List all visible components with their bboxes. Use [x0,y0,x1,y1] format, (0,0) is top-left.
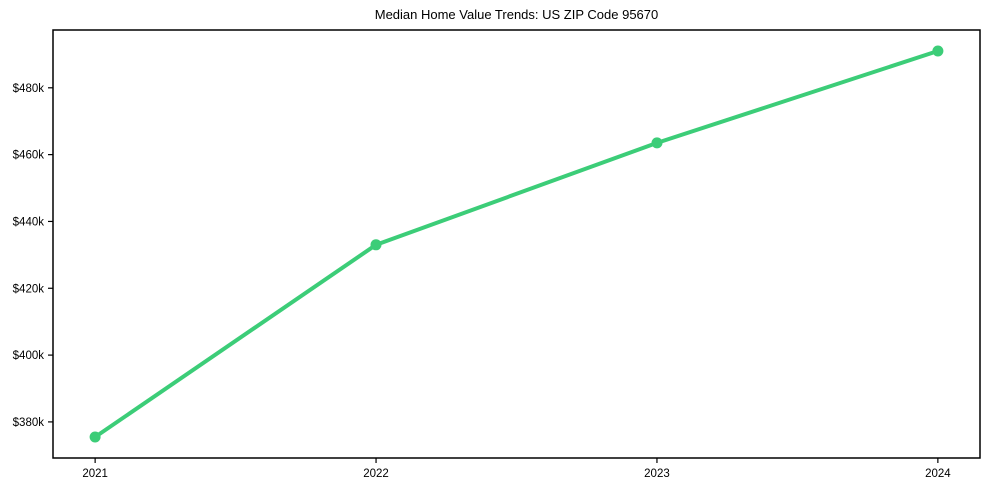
x-tick-label: 2024 [925,468,951,480]
data-point-marker [370,239,382,251]
y-tick-label: $400k [13,350,45,362]
y-tick-label: $380k [13,417,45,429]
y-tick-label: $420k [13,283,45,295]
x-tick-label: 2023 [644,468,670,480]
data-point-marker [89,431,101,443]
x-tick-label: 2022 [363,468,389,480]
plot-border [52,29,981,459]
data-point-marker [932,45,944,57]
plot-area-background [53,30,980,458]
y-tick-label: $440k [13,216,45,228]
chart-title: Median Home Value Trends: US ZIP Code 95… [374,7,659,22]
y-tick-label: $460k [13,150,45,162]
trend-line [93,49,940,439]
y-tick-label: $480k [13,83,45,95]
data-point-marker [651,137,663,149]
x-tick-label: 2021 [82,468,108,480]
